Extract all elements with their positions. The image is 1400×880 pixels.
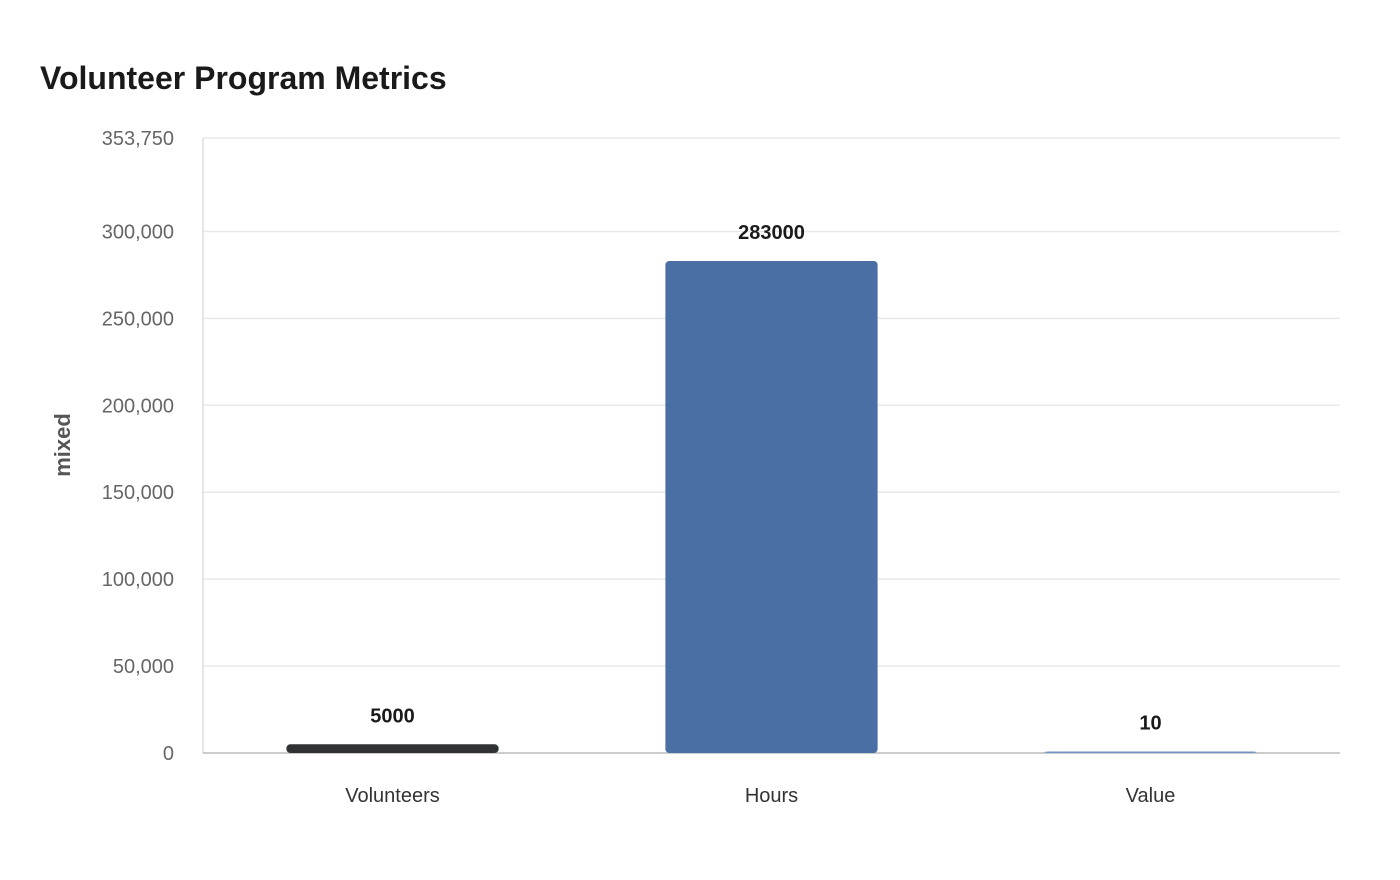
category-label: Value — [1126, 785, 1176, 807]
y-tick-label: 100,000 — [102, 569, 174, 591]
y-tick-label: 0 — [163, 743, 174, 765]
category-label: Hours — [745, 785, 798, 807]
y-tick-label: 150,000 — [102, 482, 174, 504]
data-label: 283000 — [738, 222, 805, 244]
y-tick-label: 200,000 — [102, 395, 174, 417]
y-tick-label: 353,750 — [102, 128, 174, 150]
category-labels: Volunteers Hours Value — [345, 785, 1175, 807]
data-labels: 5000 283000 10 — [370, 222, 1161, 735]
data-label: 5000 — [370, 705, 415, 727]
bar-hours — [665, 261, 878, 753]
y-tick-labels: 0 50,000 100,000 150,000 200,000 250,000 300,0… — [102, 128, 174, 765]
bars — [286, 261, 1257, 753]
y-tick-label: 250,000 — [102, 308, 174, 330]
category-label: Volunteers — [345, 785, 440, 807]
y-axis-label: mixed — [50, 413, 75, 477]
bar-volunteers — [286, 744, 499, 753]
bar-value — [1044, 751, 1257, 753]
y-tick-label: 50,000 — [113, 656, 174, 678]
y-tick-label: 300,000 — [102, 221, 174, 243]
chart-title: Volunteer Program Metrics — [40, 60, 447, 96]
data-label: 10 — [1139, 713, 1161, 735]
